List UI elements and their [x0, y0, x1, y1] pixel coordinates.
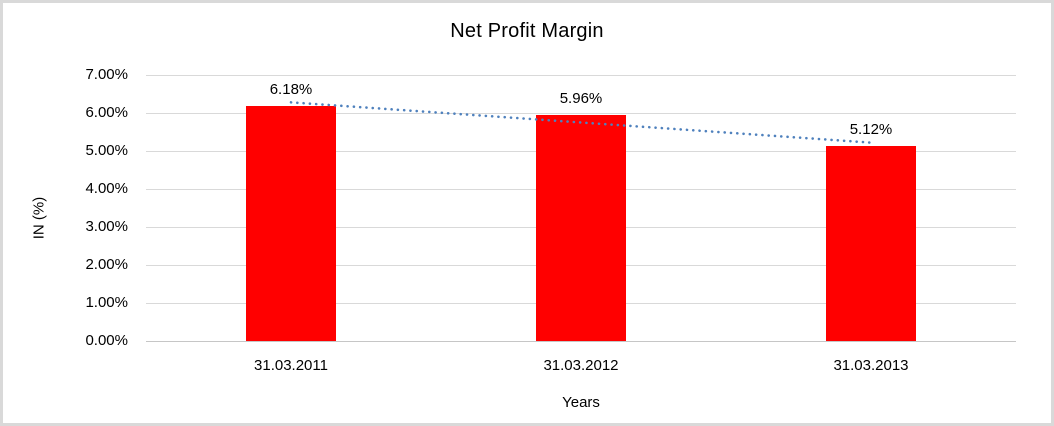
y-tick-label: 0.00% — [85, 332, 128, 349]
bar-31.03.2011 — [246, 106, 336, 341]
y-tick-label: 4.00% — [85, 180, 128, 197]
chart-title: Net Profit Margin — [450, 20, 604, 42]
x-tick-label: 31.03.2011 — [254, 357, 328, 374]
y-tick-label: 7.00% — [85, 66, 128, 83]
x-tick-label: 31.03.2012 — [543, 357, 619, 374]
x-tick-label: 31.03.2013 — [833, 357, 909, 374]
x-axis-title: Years — [562, 394, 600, 411]
gridline — [146, 75, 1016, 76]
bar-31.03.2013 — [826, 146, 916, 341]
x-axis-line — [146, 341, 1016, 342]
y-tick-label: 5.00% — [85, 142, 128, 159]
bar-value-label: 6.18% — [269, 81, 313, 98]
bar-31.03.2012 — [536, 115, 626, 341]
bar-value-label: 5.12% — [849, 121, 893, 138]
y-tick-label: 2.00% — [85, 256, 128, 273]
y-tick-label: 1.00% — [85, 294, 128, 311]
y-tick-label: 3.00% — [85, 218, 128, 235]
bar-value-label: 5.96% — [559, 90, 603, 107]
y-tick-label: 6.00% — [85, 104, 128, 121]
